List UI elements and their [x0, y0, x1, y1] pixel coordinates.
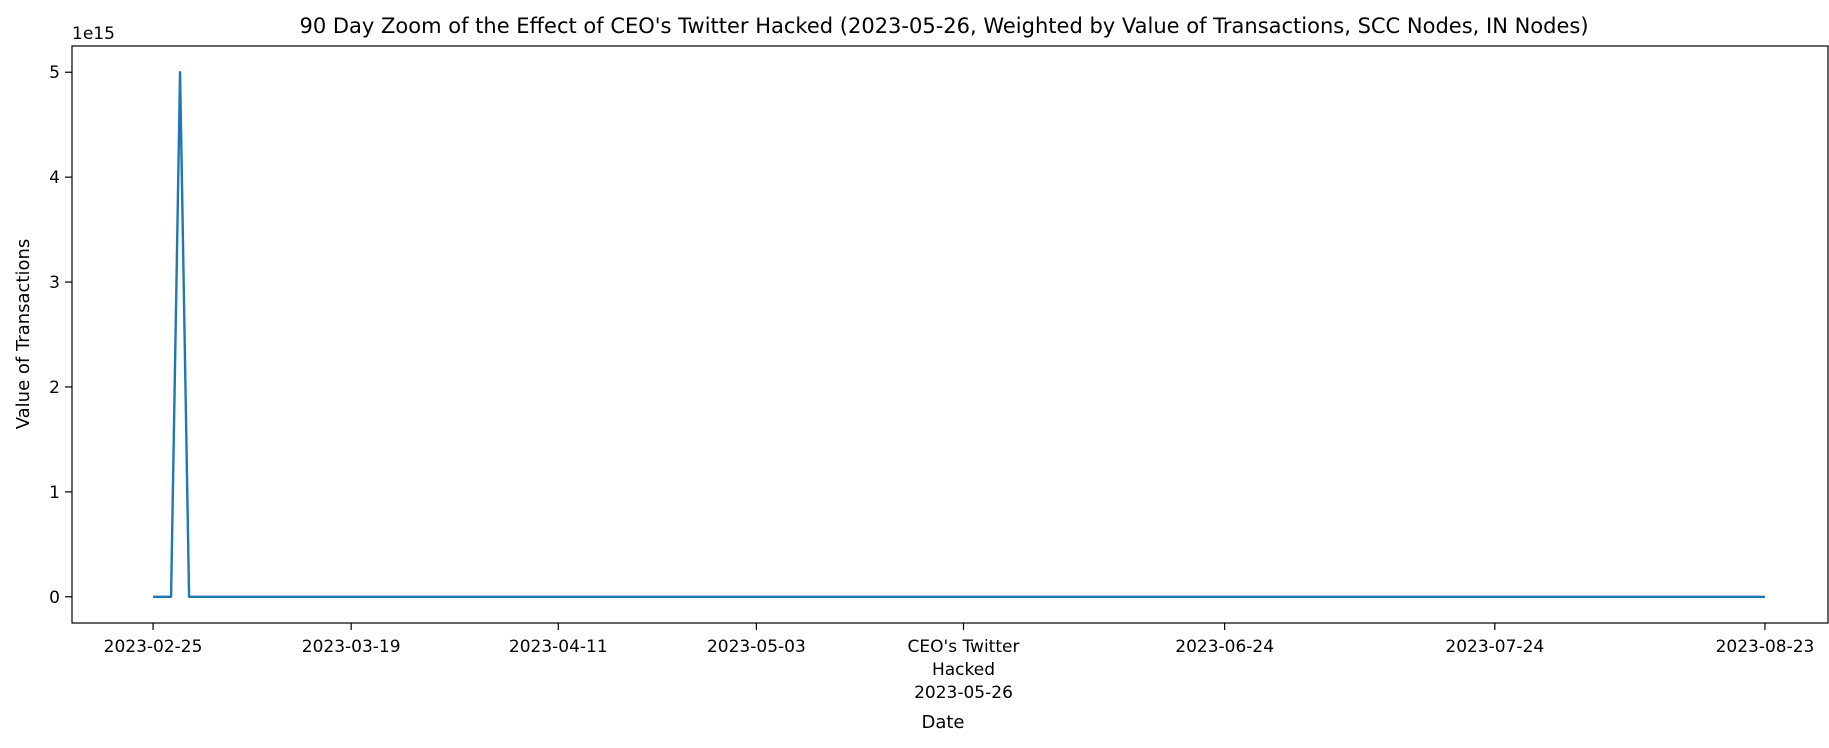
x-tick-label: 2023-05-03 — [707, 637, 806, 657]
chart-title: 90 Day Zoom of the Effect of CEO's Twitt… — [299, 14, 1588, 38]
y-tick-label: 0 — [49, 588, 60, 608]
x-tick-label: CEO's Twitter — [908, 637, 1020, 657]
x-tick-label: Hacked — [932, 660, 995, 680]
y-offset-label: 1e15 — [72, 24, 115, 44]
y-tick-label: 1 — [49, 483, 60, 503]
series-layer — [153, 71, 1765, 598]
x-tick-label: 2023-05-26 — [914, 683, 1013, 703]
x-tick-label: 2023-07-24 — [1445, 637, 1544, 657]
plot-area — [71, 45, 1829, 624]
y-axis: 0 1 2 3 4 5 — [49, 63, 72, 608]
y-axis-label: Value of Transactions — [13, 239, 34, 430]
x-tick-label: 2023-03-19 — [302, 637, 401, 657]
y-tick-label: 3 — [49, 273, 60, 293]
y-tick-label: 2 — [49, 378, 60, 398]
x-axis: 2023-02-25 2023-03-19 2023-04-11 2023-05-03… — [104, 623, 1815, 703]
x-tick-label: 2023-02-25 — [104, 637, 203, 657]
x-tick-label: 2023-08-23 — [1716, 637, 1815, 657]
series-line — [153, 71, 1765, 598]
x-axis-label: Date — [921, 712, 964, 733]
x-tick-label: 2023-04-11 — [509, 637, 608, 657]
y-tick-label: 4 — [49, 168, 60, 188]
y-tick-label: 5 — [49, 63, 60, 83]
x-tick-label: 2023-06-24 — [1175, 637, 1274, 657]
